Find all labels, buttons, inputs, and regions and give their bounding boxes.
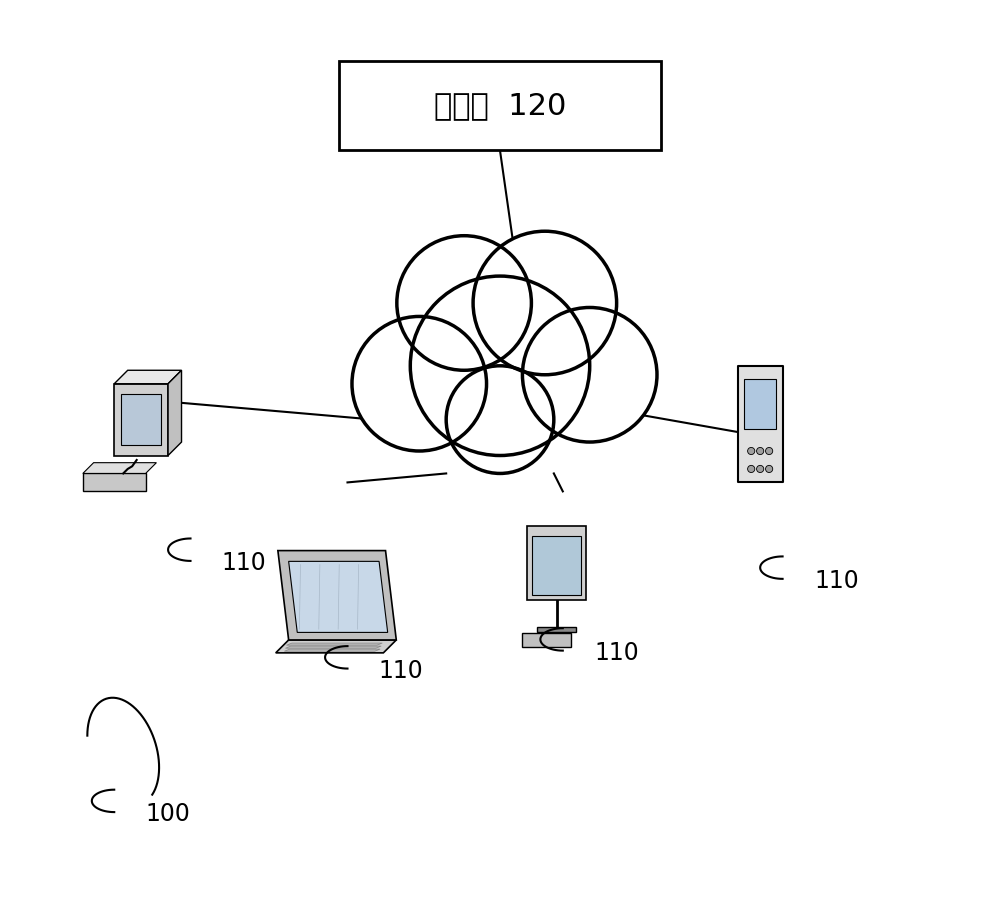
Text: 110: 110 [594,640,639,665]
Polygon shape [278,550,396,640]
Circle shape [446,366,554,474]
Circle shape [766,447,773,455]
Polygon shape [168,370,182,456]
Circle shape [352,316,487,451]
Polygon shape [83,474,146,491]
Polygon shape [744,379,776,428]
Circle shape [397,236,531,370]
Circle shape [410,276,590,456]
Polygon shape [522,633,571,647]
Circle shape [522,308,657,442]
Polygon shape [114,384,168,456]
Circle shape [748,466,755,473]
Circle shape [757,466,764,473]
Polygon shape [286,643,382,645]
FancyBboxPatch shape [339,61,661,150]
Polygon shape [532,537,581,596]
Text: 服务器  120: 服务器 120 [434,91,566,120]
Circle shape [748,447,755,455]
Polygon shape [527,527,586,600]
Circle shape [766,466,773,473]
Text: 110: 110 [814,569,859,593]
Polygon shape [83,463,156,474]
Polygon shape [537,627,576,632]
Polygon shape [738,366,783,483]
Polygon shape [276,640,396,653]
Polygon shape [114,370,182,384]
Circle shape [473,231,617,374]
Polygon shape [285,646,381,649]
Text: 110: 110 [222,551,267,575]
Polygon shape [289,561,388,632]
Text: 110: 110 [379,659,424,683]
Polygon shape [284,650,380,651]
Text: 100: 100 [146,803,191,826]
Circle shape [757,447,764,455]
Polygon shape [121,394,161,445]
